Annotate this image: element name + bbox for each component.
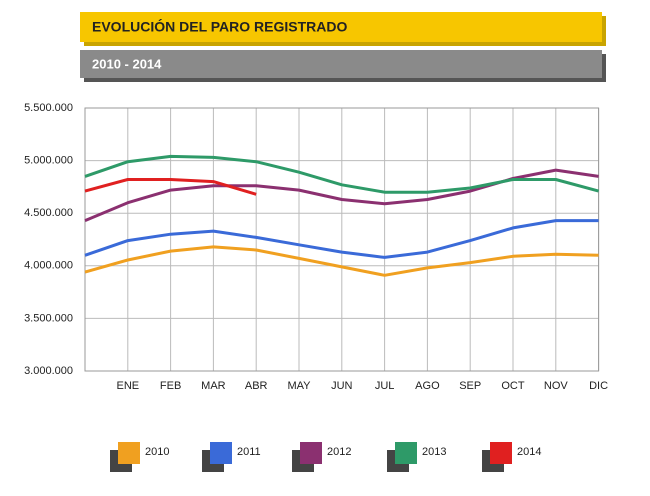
x-tick-label: MAY (287, 380, 311, 392)
legend-swatch (395, 442, 417, 464)
legend-label: 2014 (517, 446, 541, 458)
chart-subtitle: 2010 - 2014 (92, 56, 162, 71)
x-tick-label: JUL (375, 380, 395, 392)
y-tick-label: 5.500.000 (24, 102, 73, 114)
legend-swatch (490, 442, 512, 464)
y-tick-label: 5.000.000 (24, 155, 73, 167)
x-tick-label: ABR (245, 380, 268, 392)
series-line (84, 154, 599, 194)
x-tick-label: NOV (544, 380, 569, 392)
x-tick-label: DIC (589, 380, 608, 392)
x-tick-label: MAR (201, 380, 226, 392)
chart-title: EVOLUCIÓN DEL PARO REGISTRADO (92, 18, 348, 35)
y-tick-label: 3.500.000 (24, 312, 73, 324)
legend-swatch (210, 442, 232, 464)
x-tick-label: JUN (331, 380, 352, 392)
x-tick-label: AGO (415, 380, 440, 392)
plot-frame (84, 107, 600, 372)
legend-swatch (118, 442, 140, 464)
y-tick-label: 4.500.000 (24, 207, 73, 219)
legend-swatch (300, 442, 322, 464)
series-line (84, 178, 257, 196)
y-tick-label: 3.000.000 (24, 365, 73, 377)
y-tick-label: 4.000.000 (24, 260, 73, 272)
x-tick-label: FEB (160, 380, 181, 392)
x-tick-label: SEP (459, 380, 481, 392)
series-line (84, 245, 599, 277)
legend-label: 2013 (422, 446, 446, 458)
legend-label: 2011 (237, 446, 261, 458)
legend-label: 2010 (145, 446, 169, 458)
subtitle-bar (80, 50, 602, 78)
x-tick-label: OCT (501, 380, 525, 392)
x-tick-label: ENE (116, 380, 139, 392)
series-line (84, 219, 599, 259)
title-bar (80, 12, 602, 42)
legend-label: 2012 (327, 446, 351, 458)
